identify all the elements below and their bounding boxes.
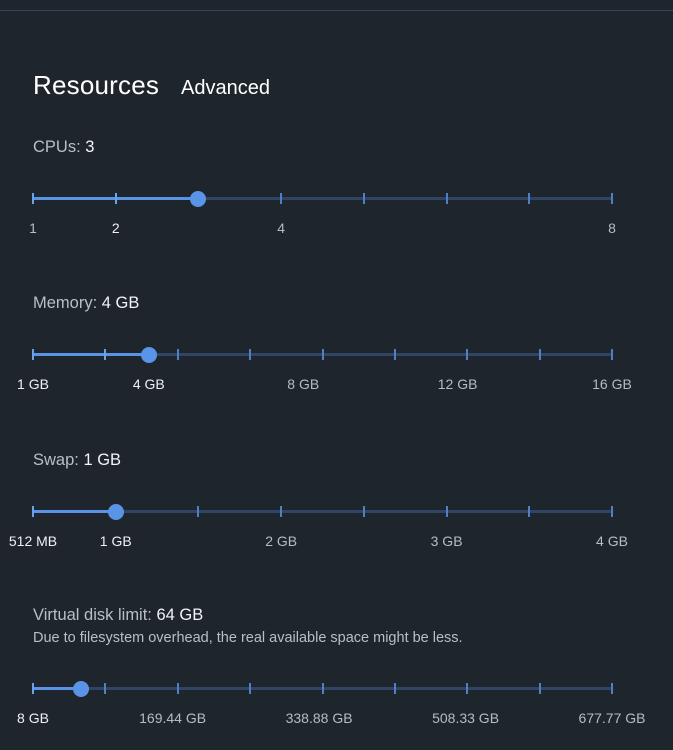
disk-tick bbox=[32, 683, 34, 694]
disk-tick-label: 508.33 GB bbox=[432, 710, 500, 726]
memory-tick bbox=[611, 349, 613, 360]
disk-tick-label: 8 GB bbox=[17, 710, 49, 726]
tab-advanced[interactable]: Advanced bbox=[181, 77, 270, 99]
swap-tick-label: 512 MB bbox=[8, 533, 58, 549]
memory-slider[interactable]: 1 GB 4 GB 8 GB 12 GB 16 GB bbox=[0, 324, 673, 392]
memory-tick-label: 4 GB bbox=[132, 376, 165, 392]
cpus-tick bbox=[528, 193, 531, 204]
memory-tick-label: 8 GB bbox=[287, 376, 320, 392]
swap-label: Swap: 1 GB bbox=[33, 451, 121, 470]
cpus-tick-label: 4 bbox=[277, 220, 286, 236]
disk-overhead-note: Due to filesystem overhead, the real ava… bbox=[33, 630, 463, 646]
swap-tick bbox=[32, 506, 34, 517]
memory-track-fill bbox=[33, 353, 149, 356]
cpus-thumb[interactable] bbox=[190, 190, 207, 207]
swap-tick bbox=[197, 506, 200, 517]
memory-tick bbox=[249, 349, 252, 360]
disk-tick-label: 169.44 GB bbox=[139, 710, 207, 726]
disk-tick bbox=[393, 683, 396, 694]
disk-tick bbox=[249, 683, 252, 694]
disk-tick bbox=[321, 683, 324, 694]
disk-label: Virtual disk limit: 64 GB bbox=[33, 606, 203, 625]
disk-thumb[interactable] bbox=[73, 680, 90, 697]
memory-tick bbox=[393, 349, 396, 360]
swap-tick-label: 1 GB bbox=[99, 533, 132, 549]
disk-slider[interactable]: 8 GB 169.44 GB 338.88 GB 508.33 GB 677.77 GB bbox=[0, 658, 673, 726]
swap-label-text: Swap: bbox=[33, 451, 79, 469]
disk-track-fill bbox=[33, 687, 82, 690]
swap-tick bbox=[280, 506, 283, 517]
disk-tick bbox=[538, 683, 541, 694]
cpus-tick bbox=[32, 193, 34, 204]
memory-label-text: Memory: bbox=[33, 294, 98, 312]
cpus-tick-label: 2 bbox=[111, 220, 120, 236]
swap-tick-label: 3 GB bbox=[430, 533, 463, 549]
swap-slider[interactable]: 512 MB 1 GB 2 GB 3 GB 4 GB bbox=[0, 481, 673, 549]
memory-tick bbox=[466, 349, 469, 360]
cpus-label: CPUs: 3 bbox=[33, 138, 94, 157]
top-divider bbox=[0, 10, 673, 11]
memory-tick bbox=[32, 349, 34, 360]
memory-tick bbox=[321, 349, 324, 360]
disk-tick bbox=[176, 683, 179, 694]
memory-tick bbox=[104, 349, 107, 360]
swap-tick-label: 2 GB bbox=[265, 533, 298, 549]
cpus-value: 3 bbox=[85, 138, 95, 156]
swap-tick bbox=[611, 506, 613, 517]
swap-tick bbox=[528, 506, 531, 517]
cpus-label-text: CPUs: bbox=[33, 138, 81, 156]
memory-tick-label: 12 GB bbox=[437, 376, 478, 392]
cpus-tick bbox=[362, 193, 365, 204]
cpus-tick bbox=[611, 193, 613, 204]
memory-tick bbox=[176, 349, 179, 360]
memory-thumb[interactable] bbox=[140, 346, 157, 363]
disk-tick bbox=[611, 683, 613, 694]
memory-value: 4 GB bbox=[101, 294, 140, 312]
memory-tick-label: 1 GB bbox=[17, 376, 49, 392]
swap-track-fill bbox=[33, 510, 116, 513]
cpus-tick bbox=[445, 193, 448, 204]
memory-tick-label: 16 GB bbox=[592, 376, 632, 392]
disk-tick-label: 338.88 GB bbox=[285, 710, 353, 726]
disk-tick bbox=[466, 683, 469, 694]
cpus-track[interactable] bbox=[33, 197, 612, 200]
swap-tick bbox=[445, 506, 448, 517]
disk-tick bbox=[104, 683, 107, 694]
swap-tick bbox=[362, 506, 365, 517]
disk-label-text: Virtual disk limit: bbox=[33, 606, 152, 624]
disk-tick-label: 677.77 GB bbox=[578, 710, 646, 726]
page-title: Resources bbox=[33, 70, 160, 100]
cpus-slider[interactable]: 1 2 4 8 bbox=[0, 168, 673, 236]
memory-label: Memory: 4 GB bbox=[33, 294, 139, 313]
cpus-tick bbox=[280, 193, 283, 204]
swap-track[interactable] bbox=[33, 510, 612, 513]
swap-tick-label: 4 GB bbox=[596, 533, 628, 549]
memory-tick bbox=[538, 349, 541, 360]
disk-value: 64 GB bbox=[156, 606, 204, 624]
swap-value: 1 GB bbox=[83, 451, 122, 469]
cpus-tick-label: 1 bbox=[29, 220, 37, 236]
cpus-tick-label: 8 bbox=[608, 220, 616, 236]
swap-thumb[interactable] bbox=[107, 503, 124, 520]
cpus-tick bbox=[114, 193, 117, 204]
